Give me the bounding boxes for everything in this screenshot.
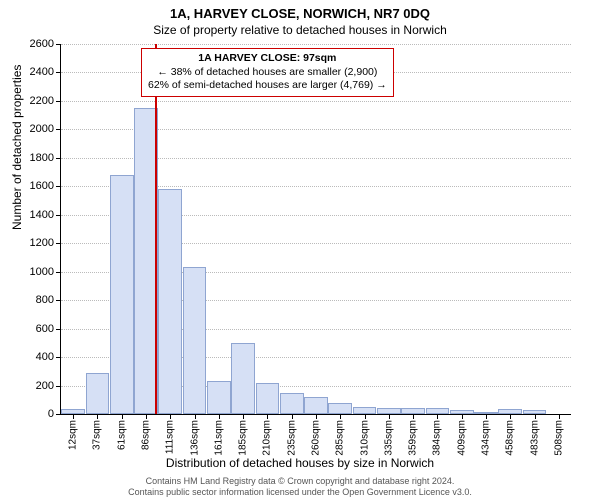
- xtick-label: 384sqm: [432, 420, 443, 456]
- info-box-title: 1A HARVEY CLOSE: 97sqm: [148, 52, 387, 66]
- ytick-label: 0: [14, 408, 54, 420]
- xtick-label: 434sqm: [481, 420, 492, 456]
- ytick-mark: [56, 186, 61, 187]
- ytick-mark: [56, 329, 61, 330]
- xtick-label: 235sqm: [286, 420, 297, 456]
- xtick-mark: [486, 414, 487, 419]
- xtick-mark: [97, 414, 98, 419]
- histogram-bar: [328, 403, 352, 414]
- y-axis-label: Number of detached properties: [10, 65, 24, 230]
- xtick-mark: [437, 414, 438, 419]
- histogram-bar: [110, 175, 134, 414]
- histogram-bar: [256, 383, 280, 414]
- xtick-mark: [122, 414, 123, 419]
- ytick-mark: [56, 72, 61, 73]
- ytick-mark: [56, 272, 61, 273]
- info-box-line3: 62% of semi-detached houses are larger (…: [148, 79, 387, 93]
- x-axis-label: Distribution of detached houses by size …: [0, 456, 600, 470]
- xtick-label: 409sqm: [456, 420, 467, 456]
- xtick-label: 260sqm: [311, 420, 322, 456]
- histogram-bar: [353, 407, 377, 414]
- xtick-label: 210sqm: [262, 420, 273, 456]
- ytick-label: 2000: [14, 123, 54, 135]
- grid-line: [61, 101, 571, 102]
- xtick-label: 508sqm: [553, 420, 564, 456]
- xtick-label: 285sqm: [335, 420, 346, 456]
- histogram-bar: [280, 393, 304, 414]
- xtick-mark: [413, 414, 414, 419]
- property-marker-line: [155, 44, 157, 414]
- ytick-label: 1800: [14, 152, 54, 164]
- ytick-label: 600: [14, 323, 54, 335]
- xtick-label: 161sqm: [213, 420, 224, 456]
- page-subtitle: Size of property relative to detached ho…: [0, 21, 600, 37]
- footer-line1: Contains HM Land Registry data © Crown c…: [0, 476, 600, 487]
- chart-container: 1A, HARVEY CLOSE, NORWICH, NR7 0DQ Size …: [0, 0, 600, 500]
- xtick-mark: [389, 414, 390, 419]
- xtick-mark: [267, 414, 268, 419]
- xtick-mark: [316, 414, 317, 419]
- histogram-bar: [304, 397, 328, 414]
- xtick-mark: [535, 414, 536, 419]
- xtick-mark: [73, 414, 74, 419]
- xtick-mark: [292, 414, 293, 419]
- plot-region: 12sqm37sqm61sqm86sqm111sqm136sqm161sqm18…: [60, 44, 571, 415]
- histogram-bar: [86, 373, 110, 414]
- histogram-bar: [231, 343, 255, 414]
- xtick-mark: [462, 414, 463, 419]
- histogram-bar: [207, 381, 231, 414]
- ytick-label: 2200: [14, 95, 54, 107]
- ytick-label: 200: [14, 380, 54, 392]
- ytick-label: 1000: [14, 266, 54, 278]
- chart-area: 12sqm37sqm61sqm86sqm111sqm136sqm161sqm18…: [60, 44, 570, 414]
- ytick-label: 2600: [14, 38, 54, 50]
- xtick-label: 136sqm: [189, 420, 200, 456]
- ytick-label: 1200: [14, 237, 54, 249]
- xtick-mark: [510, 414, 511, 419]
- xtick-label: 310sqm: [359, 420, 370, 456]
- xtick-mark: [559, 414, 560, 419]
- ytick-mark: [56, 158, 61, 159]
- ytick-mark: [56, 300, 61, 301]
- grid-line: [61, 44, 571, 45]
- page-title: 1A, HARVEY CLOSE, NORWICH, NR7 0DQ: [0, 0, 600, 21]
- xtick-label: 359sqm: [408, 420, 419, 456]
- ytick-label: 1600: [14, 180, 54, 192]
- xtick-label: 86sqm: [141, 420, 152, 450]
- xtick-label: 483sqm: [529, 420, 540, 456]
- ytick-mark: [56, 386, 61, 387]
- xtick-label: 12sqm: [68, 420, 79, 450]
- ytick-mark: [56, 414, 61, 415]
- ytick-label: 2400: [14, 66, 54, 78]
- ytick-label: 400: [14, 351, 54, 363]
- xtick-mark: [340, 414, 341, 419]
- ytick-mark: [56, 243, 61, 244]
- info-box-line2: ← 38% of detached houses are smaller (2,…: [148, 66, 387, 80]
- ytick-mark: [56, 215, 61, 216]
- xtick-mark: [195, 414, 196, 419]
- xtick-mark: [365, 414, 366, 419]
- ytick-label: 1400: [14, 209, 54, 221]
- xtick-label: 61sqm: [116, 420, 127, 450]
- xtick-label: 458sqm: [505, 420, 516, 456]
- ytick-label: 800: [14, 294, 54, 306]
- xtick-mark: [170, 414, 171, 419]
- xtick-label: 37sqm: [92, 420, 103, 450]
- xtick-label: 185sqm: [238, 420, 249, 456]
- xtick-mark: [219, 414, 220, 419]
- footer-attribution: Contains HM Land Registry data © Crown c…: [0, 476, 600, 498]
- xtick-label: 111sqm: [165, 420, 176, 454]
- ytick-mark: [56, 357, 61, 358]
- ytick-mark: [56, 44, 61, 45]
- histogram-bar: [183, 267, 207, 414]
- xtick-mark: [243, 414, 244, 419]
- xtick-mark: [146, 414, 147, 419]
- ytick-mark: [56, 101, 61, 102]
- xtick-label: 335sqm: [383, 420, 394, 456]
- ytick-mark: [56, 129, 61, 130]
- histogram-bar: [158, 189, 182, 414]
- info-box: 1A HARVEY CLOSE: 97sqm← 38% of detached …: [141, 48, 394, 97]
- footer-line2: Contains public sector information licen…: [0, 487, 600, 498]
